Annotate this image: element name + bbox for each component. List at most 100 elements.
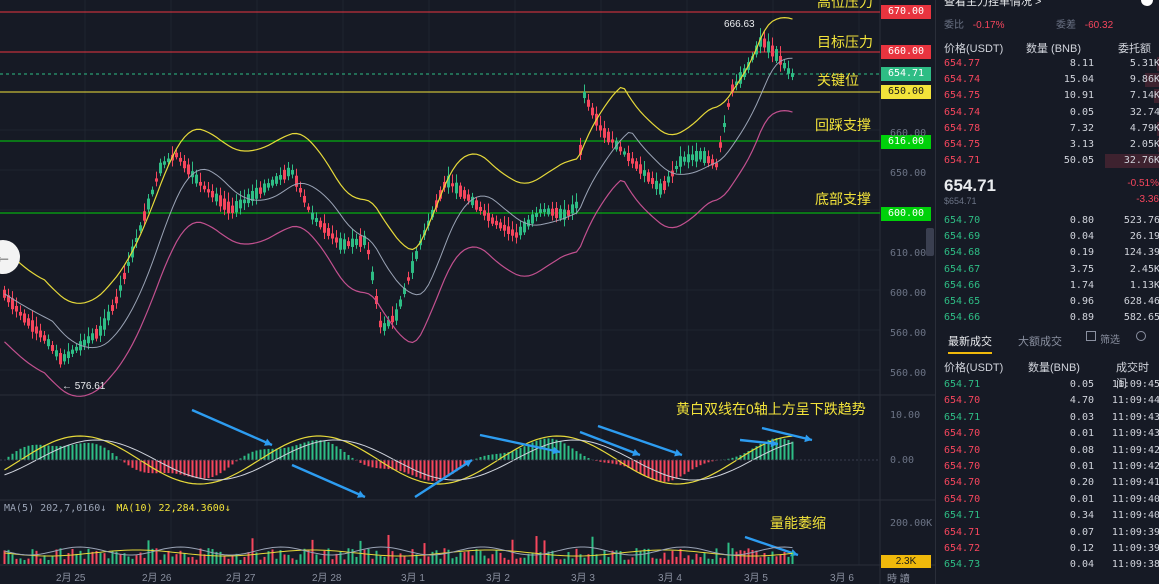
cell-total: 2.45K — [1129, 263, 1159, 275]
volume-bar — [671, 550, 674, 564]
bollinger-middle-band — [4, 57, 793, 349]
volume-bar — [739, 550, 742, 564]
header-qty: 数量 (BNB) — [1026, 43, 1081, 55]
volume-bar — [627, 559, 630, 564]
macd-histogram-bar — [459, 460, 462, 469]
macd-histogram-bar — [147, 460, 150, 474]
cell-price: 654.70 — [944, 493, 981, 505]
macd-histogram-bar — [211, 460, 214, 478]
macd-histogram-bar — [99, 445, 102, 460]
macd-histogram-bar — [323, 440, 326, 460]
candle-body — [635, 161, 638, 169]
macd-histogram-bar — [363, 460, 366, 465]
candle-body — [695, 150, 698, 162]
macd-histogram-bar — [691, 460, 694, 470]
cell-qty: 0.19 — [1069, 247, 1094, 259]
candle-body — [139, 225, 142, 231]
bid-row[interactable]: 654.65 0.96 628.46 — [936, 294, 1159, 310]
bid-row[interactable]: 654.68 0.19 124.39 — [936, 245, 1159, 261]
cell-total: 32.76K — [1123, 155, 1159, 167]
trade-row[interactable]: 654.71 0.03 11:09:43 — [936, 410, 1159, 426]
main-orders-link[interactable]: 查看主力挂单情况 > — [944, 0, 1042, 8]
candle-body — [55, 350, 58, 357]
candle-body — [359, 235, 362, 247]
ask-row[interactable]: 654.78 7.32 4.79K — [936, 121, 1159, 137]
chart-canvas[interactable] — [0, 0, 935, 584]
cell-price: 654.69 — [944, 231, 981, 243]
volume-bar — [235, 553, 238, 564]
candle-body — [703, 151, 706, 163]
macd-histogram-bar — [559, 441, 562, 460]
candle-body — [135, 237, 138, 243]
volume-bar — [127, 556, 130, 564]
trade-row[interactable]: 654.70 0.08 11:09:42 — [936, 443, 1159, 459]
macd-histogram-bar — [747, 450, 750, 460]
trade-row[interactable]: 654.71 0.05 11:09:45 — [936, 377, 1159, 393]
cell-total: 582.65 — [1123, 312, 1159, 324]
cell-price: 654.74 — [944, 74, 981, 86]
macd-histogram-bar — [695, 460, 698, 468]
ask-row[interactable]: 654.77 8.11 5.31K — [936, 56, 1159, 72]
bid-row[interactable]: 654.66 1.74 1.13K — [936, 278, 1159, 294]
macd-histogram-bar — [291, 446, 294, 460]
trade-row[interactable]: 654.70 0.20 11:09:41 — [936, 475, 1159, 491]
candle-body — [203, 185, 206, 190]
bid-row[interactable]: 654.66 0.89 582.65 — [936, 310, 1159, 326]
volume-bar — [515, 558, 518, 564]
candle-body — [659, 183, 662, 195]
ask-row[interactable]: 654.75 10.91 7.14K — [936, 88, 1159, 104]
trade-row[interactable]: 654.72 0.12 11:09:39 — [936, 541, 1159, 557]
panel-collapse-handle[interactable] — [926, 228, 934, 256]
trade-row[interactable]: 654.70 0.01 11:09:43 — [936, 426, 1159, 442]
volume-bar — [763, 553, 766, 564]
macd-histogram-bar — [387, 460, 390, 470]
bid-row[interactable]: 654.67 3.75 2.45K — [936, 262, 1159, 278]
volume-bar — [343, 559, 346, 564]
macd-histogram-bar — [775, 438, 778, 460]
candle-body — [399, 299, 402, 307]
trade-row[interactable]: 654.70 4.70 11:09:44 — [936, 393, 1159, 409]
candle-body — [47, 339, 50, 347]
macd-histogram-bar — [475, 458, 478, 460]
candle-body — [279, 175, 282, 180]
macd-histogram-bar — [75, 444, 78, 460]
trade-row[interactable]: 654.71 0.07 11:09:39 — [936, 525, 1159, 541]
x-axis-date: 2月 27 — [226, 573, 256, 584]
bid-row[interactable]: 654.70 0.80 523.76 — [936, 213, 1159, 229]
cell-total: 1.13K — [1129, 279, 1159, 291]
tab-latest-trades[interactable]: 最新成交 — [948, 333, 992, 354]
trade-row[interactable]: 654.73 0.04 11:09:38 — [936, 557, 1159, 573]
price-chart[interactable]: 高位压力 目标压力 关键位 回踩支撑 底部支撑 670.00 660.00 65… — [0, 0, 935, 584]
volume-bar — [643, 548, 646, 564]
bid-row[interactable]: 654.69 0.04 26.19 — [936, 229, 1159, 245]
macd-histogram-bar — [351, 457, 354, 460]
macd-histogram-bar — [171, 460, 174, 474]
volume-bar — [11, 554, 14, 564]
volume-bar — [391, 551, 394, 564]
trend-arrow — [744, 535, 799, 557]
macd-histogram-bar — [239, 458, 242, 460]
trade-row[interactable]: 654.70 0.01 11:09:40 — [936, 492, 1159, 508]
ask-row[interactable]: 654.75 3.13 2.05K — [936, 137, 1159, 153]
trade-row[interactable]: 654.71 0.34 11:09:40 — [936, 508, 1159, 524]
depth-bar — [1157, 57, 1159, 71]
back-arrow-button[interactable]: ← — [0, 240, 20, 274]
cell-qty: 0.07 — [1069, 526, 1094, 538]
ask-row[interactable]: 654.71 50.05 32.76K — [936, 153, 1159, 169]
volume-bar — [175, 554, 178, 564]
settings-circle-icon[interactable] — [1136, 331, 1146, 341]
candle-body — [415, 251, 418, 259]
macd-histogram-bar — [743, 453, 746, 460]
volume-bar — [451, 558, 454, 564]
candle-body — [783, 62, 786, 69]
ask-row[interactable]: 654.74 15.04 9.86K — [936, 72, 1159, 88]
filter-checkbox[interactable] — [1086, 331, 1096, 341]
macd-histogram-bar — [663, 460, 666, 482]
volume-bar — [571, 558, 574, 564]
candle-body — [355, 238, 358, 246]
macd-histogram-bar — [19, 448, 22, 460]
ask-row[interactable]: 654.74 0.05 32.74 — [936, 105, 1159, 121]
trade-row[interactable]: 654.70 0.01 11:09:42 — [936, 459, 1159, 475]
tab-large-trades[interactable]: 大额成交 — [1018, 336, 1062, 348]
toggle-switch[interactable] — [1141, 0, 1153, 6]
